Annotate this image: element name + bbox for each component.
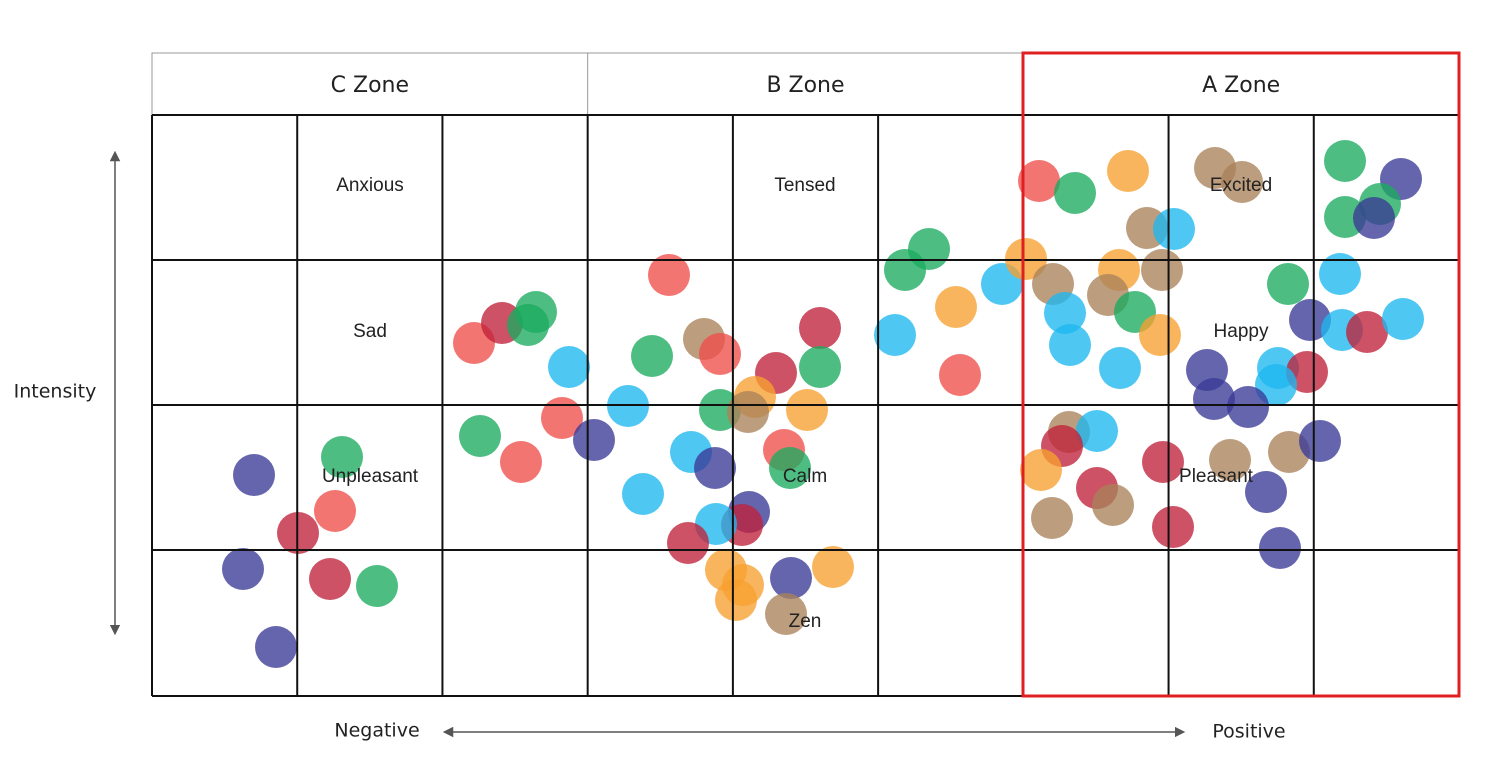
dot (648, 254, 690, 296)
emotion-label: Zen (789, 611, 822, 632)
dot (1107, 150, 1149, 192)
dot (1382, 298, 1424, 340)
dot (765, 593, 807, 635)
dot (573, 419, 615, 461)
dot (314, 490, 356, 532)
dot (799, 346, 841, 388)
dot (727, 391, 769, 433)
emotion-label: Tensed (774, 175, 835, 196)
dot (1142, 441, 1184, 483)
dot (1152, 506, 1194, 548)
dot (1099, 347, 1141, 389)
dot (1044, 292, 1086, 334)
emotion-label: Anxious (336, 175, 404, 196)
dot (667, 522, 709, 564)
dot (770, 557, 812, 599)
dot (631, 335, 673, 377)
dots (222, 140, 1424, 668)
dot (321, 436, 363, 478)
dot (1353, 197, 1395, 239)
dot (459, 415, 501, 457)
dot (309, 558, 351, 600)
dot (1245, 471, 1287, 513)
axis-label: Positive (1212, 721, 1285, 743)
zone-title: B Zone (766, 73, 844, 98)
dot (1076, 410, 1118, 452)
dot (1153, 208, 1195, 250)
emotion-label: Sad (353, 321, 387, 342)
dot (1319, 253, 1361, 295)
dot (939, 354, 981, 396)
emotion-label: Unpleasant (322, 466, 419, 487)
dot (769, 447, 811, 489)
highlight-box (1021, 51, 1461, 698)
dot (812, 546, 854, 588)
dot (874, 314, 916, 356)
dot (694, 447, 736, 489)
dot (1139, 314, 1181, 356)
dot (1227, 386, 1269, 428)
emotion-label: Pleasant (1179, 466, 1254, 487)
zone-title: C Zone (331, 73, 409, 98)
dot (1020, 449, 1062, 491)
dot (1049, 324, 1091, 366)
dot (1209, 439, 1251, 481)
dot (1346, 311, 1388, 353)
axis-label: Intensity (14, 381, 97, 403)
dot (1141, 249, 1183, 291)
zone-title: A Zone (1202, 73, 1280, 98)
dot (507, 304, 549, 346)
emotion-label: Excited (1210, 175, 1272, 196)
dot (222, 548, 264, 590)
dot (786, 389, 828, 431)
dot (1092, 484, 1134, 526)
dot (1324, 140, 1366, 182)
dot (1267, 263, 1309, 305)
dot (233, 454, 275, 496)
emotion-label: Calm (783, 466, 827, 487)
dot (715, 579, 757, 621)
dot (1031, 497, 1073, 539)
dot (799, 307, 841, 349)
dot (541, 397, 583, 439)
dot (548, 346, 590, 388)
dot (1018, 160, 1060, 202)
dot (1054, 172, 1096, 214)
dot (622, 473, 664, 515)
dot (1259, 527, 1301, 569)
dot (255, 626, 297, 668)
dot (699, 333, 741, 375)
dot (356, 565, 398, 607)
dot (1221, 161, 1263, 203)
dot (1193, 378, 1235, 420)
dot (500, 441, 542, 483)
dot (908, 228, 950, 270)
dot (1299, 420, 1341, 462)
dot (1289, 299, 1331, 341)
emotion-label: Happy (1214, 321, 1269, 342)
axis-label: Negative (334, 720, 419, 742)
dot (935, 286, 977, 328)
